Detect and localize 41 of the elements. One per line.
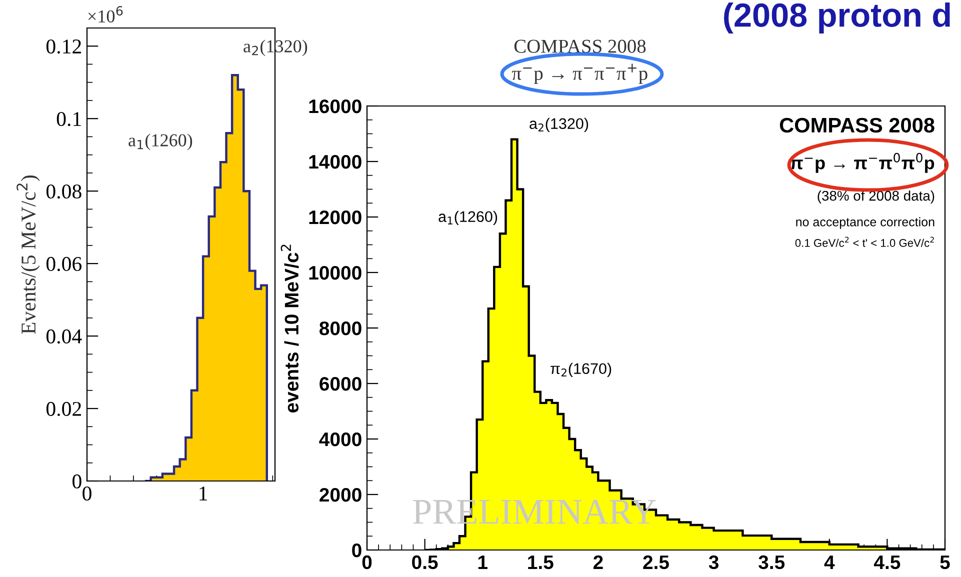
annotation: COMPASS 2008 [780,118,934,133]
x-tick-label: 1 [478,556,488,569]
annotation: π$_{2}$(1670) [550,362,612,378]
x-tick-label: 2 [593,555,603,569]
y-axis-title: events / 10 MeV/c$^{2}$ [280,244,299,413]
y-tick-label: 0.04 [46,329,82,344]
x-tick-label: 0 [362,555,372,570]
x-tick-label: 4 [824,556,835,569]
annotation: a$_{2}$(1320) [530,118,588,132]
y-tick-label: 8000 [320,321,362,336]
text: COMPASS 2008 [514,40,646,53]
y-tick-label: 0.06 [46,256,82,272]
x-tick-label: 1.5 [528,556,554,570]
y-tick-label: 12000 [309,210,362,224]
x-tick-label: 4.5 [874,556,900,570]
y-tick-label: 10000 [309,266,362,280]
x-tick-label: 3.5 [758,555,785,570]
text: π$^{−}$p → π$^{−}$π$^{−}$π$^{+}$p [512,64,648,84]
y-tick-label: 0.1 [56,112,81,126]
text: (2008 proton d [724,2,950,34]
text: ×10$^{6}$ [88,6,123,22]
annotation: 0.1 GeV/c$^{2}$ < t' < 1.0 GeV/c$^{2}$ [795,236,934,247]
y-tick-label: 0 [352,543,362,558]
x-tick-label: 3 [708,555,719,570]
y-tick-label: 0.08 [46,184,82,199]
y-tick-label: 0 [72,474,82,488]
annotation: a$_{1}$(1260) [438,210,498,226]
y-tick-label: 16000 [309,99,362,114]
y-tick-label: 0.12 [46,39,81,54]
y-tick-label: 0.02 [46,402,81,416]
x-tick-label: 1 [200,486,208,500]
y-tick-label: 14000 [309,154,362,169]
y-tick-label: 4000 [319,432,362,446]
y-axis-title: Events/(5 MeV/c$^{2}$) [16,176,40,334]
y-tick-label: 6000 [320,376,362,391]
x-tick-label: 5 [940,556,950,570]
x-tick-label: 2.5 [643,555,669,570]
x-tick-label: 0.5 [412,555,438,570]
annotation: a$_{1}$(1260) [128,134,192,150]
y-tick-label: 2000 [320,488,362,502]
annotation: no acceptance correction [796,217,934,229]
